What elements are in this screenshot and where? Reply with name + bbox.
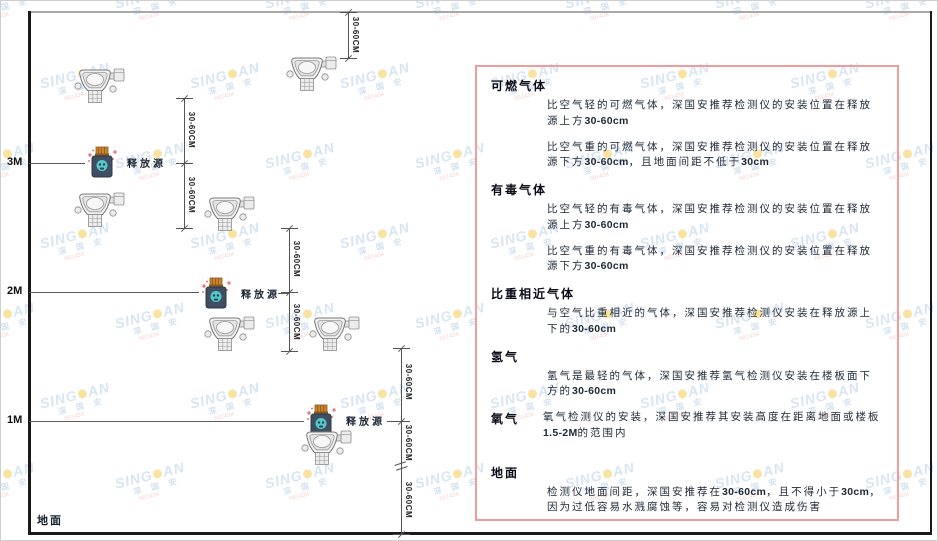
section-heading: 比重相近气体 [491, 287, 576, 301]
dimension-label: 30-60CM [351, 16, 360, 54]
text-run: 1.5-2M [543, 426, 578, 439]
gas-detector-icon [202, 312, 256, 354]
panel-section: 氧气 氧气检测仪的安装，深国安推荐其安装高度在距离地面或楼板 1.5-2M的范围内 [491, 410, 883, 452]
release-source-icon [85, 146, 119, 178]
section-body: 氢气是最轻的气体，深国安推荐氢气检测仪安装在楼板面下方的30-60cm [491, 369, 883, 401]
dimension-label: 30-60CM [292, 303, 301, 341]
text-run: 氢气是最轻的气体，深国安推荐氢气检测仪安装在楼板面下方的 [547, 370, 872, 398]
panel-section: 氢气氢气是最轻的气体，深国安推荐氢气检测仪安装在楼板面下方的30-60cm [491, 348, 883, 401]
section-heading: 有毒气体 [491, 183, 548, 197]
ground-line [28, 532, 932, 535]
section-paragraph: 氢气是最轻的气体，深国安推荐氢气检测仪安装在楼板面下方的30-60cm [547, 369, 883, 401]
section-body: 比空气轻的有毒气体，深国安推荐检测仪的安装位置在释放源上方30-60cm 比空气重… [491, 202, 883, 275]
gas-detector-drawing [204, 316, 255, 351]
gas-detector-drawing [74, 68, 125, 103]
gas-detector-drawing [309, 316, 360, 351]
dimension-label: 30-60CM [404, 363, 413, 401]
dimension-label: 30-60CM [404, 481, 413, 519]
gas-detector-icon [202, 192, 256, 234]
ground-label: 地面 [37, 515, 63, 527]
text-run: 30cm [741, 156, 770, 169]
gas-detector-drawing [204, 196, 255, 231]
release-source-label: 释放源 [346, 417, 385, 428]
section-body: 氧气检测仪的安装，深国安推荐其安装高度在距离地面或楼板 1.5-2M的范围内 [543, 410, 883, 452]
text-run: 氧气检测仪的安装，深国安推荐其安装高度在距离地面或楼板 [543, 412, 881, 423]
section-body: 比空气轻的可燃气体，深国安推荐检测仪的安装位置在释放源上方30-60cm 比空气重… [491, 98, 883, 171]
text-run: 30-60cm [722, 485, 767, 498]
panel-section: 有毒气体 比空气轻的有毒气体，深国安推荐检测仪的安装位置在释放源上方30-60cm… [491, 181, 883, 275]
gas-detector-drawing [74, 192, 125, 227]
gas-detector-icon [72, 64, 126, 106]
section-paragraph: 比空气轻的可燃气体，深国安推荐检测仪的安装位置在释放源上方30-60cm [547, 98, 883, 130]
text-run: ，且地面间距不低于 [628, 157, 742, 169]
text-run: 30-60cm [584, 114, 629, 127]
right-edge-line [930, 11, 932, 535]
section-heading: 氢气 [491, 349, 520, 364]
gas-detector-icon [72, 188, 126, 230]
gas-detector-icon [307, 312, 361, 354]
gas-detector-drawing [301, 430, 352, 465]
gas-detector-drawing [286, 56, 337, 91]
section-heading: 地面 [491, 465, 520, 480]
dimension-line [289, 228, 290, 351]
gas-detector-icon [284, 52, 338, 94]
text-run: 比空气轻的可燃气体，深国安推荐检测仪的安装位置在释放源上方 [547, 100, 872, 127]
text-run: 30-60cm [584, 218, 629, 231]
release-source-label: 释放源 [241, 290, 280, 301]
height-marker-line [29, 163, 85, 164]
panel-section: 比重相近气体与空气比重相近的气体，深国安推荐检测仪安装在释放源上下的30-60c… [491, 285, 883, 338]
section-heading: 可燃气体 [491, 79, 548, 93]
height-marker-label: 2M [7, 285, 23, 297]
dimension-label: 30-60CM [292, 240, 301, 278]
gas-detector-icon [299, 426, 353, 468]
text-run: 30-60cm [584, 156, 629, 169]
section-heading: 氧气 [491, 412, 520, 426]
height-marker-label: 1M [7, 414, 23, 426]
text-run: ，因为过低容易水溅腐蚀等，容易对检测仪造成伤害 [547, 486, 882, 514]
text-run: 比空气重的有毒气体，深国安推荐检测仪的安装位置在释放源下方 [547, 245, 872, 273]
height-marker-line [29, 421, 304, 422]
text-run: 比空气轻的有毒气体，深国安推荐检测仪的安装位置在释放源上方 [547, 204, 872, 231]
panel-section: 可燃气体 比空气轻的可燃气体，深国安推荐检测仪的安装位置在释放源上方30-60cm… [491, 77, 883, 171]
dimension-line [401, 348, 402, 534]
text-run: 与空气比重相近的气体，深国安推荐检测仪安装在释放源上下的 [547, 308, 872, 335]
section-paragraph: 与空气比重相近的气体，深国安推荐检测仪安装在释放源上下的30-60cm [547, 306, 883, 338]
height-marker-label: 3M [7, 156, 23, 168]
release-source-label: 释放源 [127, 159, 166, 170]
dimension-line [348, 12, 349, 58]
ceiling-line [28, 11, 932, 13]
section-body: 检测仪地面间距，深国安推荐在30-60cm，且不得小于30cm，因为过低容易水溅… [491, 485, 883, 517]
section-paragraph: 比空气重的可燃气体，深国安推荐检测仪的安装位置在释放源下方30-60cm，且地面… [547, 140, 883, 172]
release-source-drawing [88, 146, 117, 178]
text-run: 检测仪地面间距，深国安推荐在 [547, 486, 722, 498]
panel-section: 地面检测仪地面间距，深国安推荐在30-60cm，且不得小于30cm，因为过低容易… [491, 464, 883, 517]
text-run: 30-60cm [584, 260, 629, 273]
text-run: 30cm [841, 485, 870, 498]
section-paragraph: 比空气重的有毒气体，深国安推荐检测仪的安装位置在释放源下方30-60cm [547, 244, 883, 276]
text-run: 的范围内 [577, 427, 628, 439]
section-paragraph: 比空气轻的有毒气体，深国安推荐检测仪的安装位置在释放源上方30-60cm [547, 202, 883, 234]
height-marker-line [29, 292, 199, 293]
section-paragraph: 氧气检测仪的安装，深国安推荐其安装高度在距离地面或楼板 1.5-2M的范围内 [543, 410, 883, 442]
text-run: ，且不得小于 [766, 486, 842, 498]
text-run: 比空气重的可燃气体，深国安推荐检测仪的安装位置在释放源下方 [547, 141, 872, 169]
dimension-label: 30-60CM [187, 111, 196, 149]
text-run: 30-60cm [572, 385, 617, 398]
section-body: 与空气比重相近的气体，深国安推荐检测仪安装在释放源上下的30-60cm [491, 306, 883, 338]
dimension-label: 30-60CM [187, 176, 196, 214]
wall-line [28, 11, 31, 535]
info-panel: 可燃气体 比空气轻的可燃气体，深国安推荐检测仪的安装位置在释放源上方30-60cm… [475, 65, 899, 521]
section-paragraph: 检测仪地面间距，深国安推荐在30-60cm，且不得小于30cm，因为过低容易水溅… [547, 485, 883, 517]
text-run: 30-60cm [572, 322, 617, 335]
dimension-label: 30-60CM [404, 424, 413, 462]
connector-line [278, 293, 289, 294]
panel-content: 可燃气体 比空气轻的可燃气体，深国安推荐检测仪的安装位置在释放源上方30-60cm… [491, 77, 883, 516]
release-source-icon [199, 277, 233, 309]
release-source-drawing [202, 277, 231, 309]
